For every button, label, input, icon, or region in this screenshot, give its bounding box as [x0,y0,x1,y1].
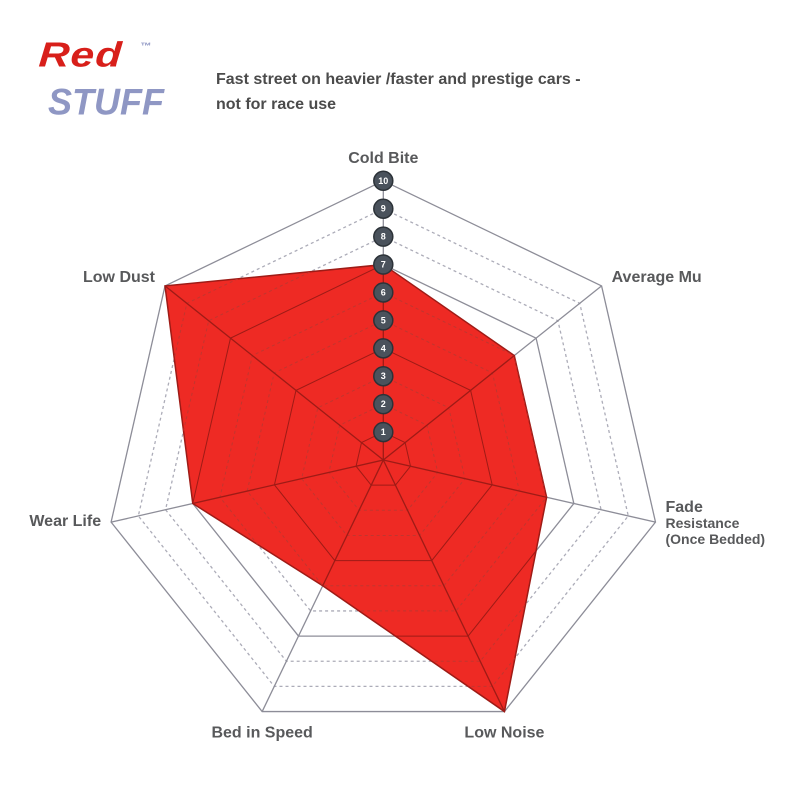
svg-text:Wear Life: Wear Life [29,513,101,530]
svg-text:9: 9 [381,204,386,214]
svg-text:8: 8 [381,232,386,242]
svg-text:Bed in Speed: Bed in Speed [211,725,312,742]
svg-text:6: 6 [381,287,386,297]
svg-text:Fade: Fade [666,499,703,516]
svg-text:Low Dust: Low Dust [83,269,156,286]
svg-text:2: 2 [381,399,386,409]
svg-text:Cold Bite: Cold Bite [348,150,418,167]
svg-text:(Once Bedded): (Once Bedded) [666,531,766,547]
svg-text:5: 5 [381,315,386,325]
svg-text:10: 10 [378,176,388,186]
svg-text:4: 4 [381,343,386,353]
svg-text:3: 3 [381,371,386,381]
svg-text:Low Noise: Low Noise [464,725,544,742]
svg-text:Average Mu: Average Mu [612,269,702,286]
svg-text:7: 7 [381,260,386,270]
svg-text:Resistance: Resistance [666,515,740,531]
svg-text:1: 1 [381,427,386,437]
